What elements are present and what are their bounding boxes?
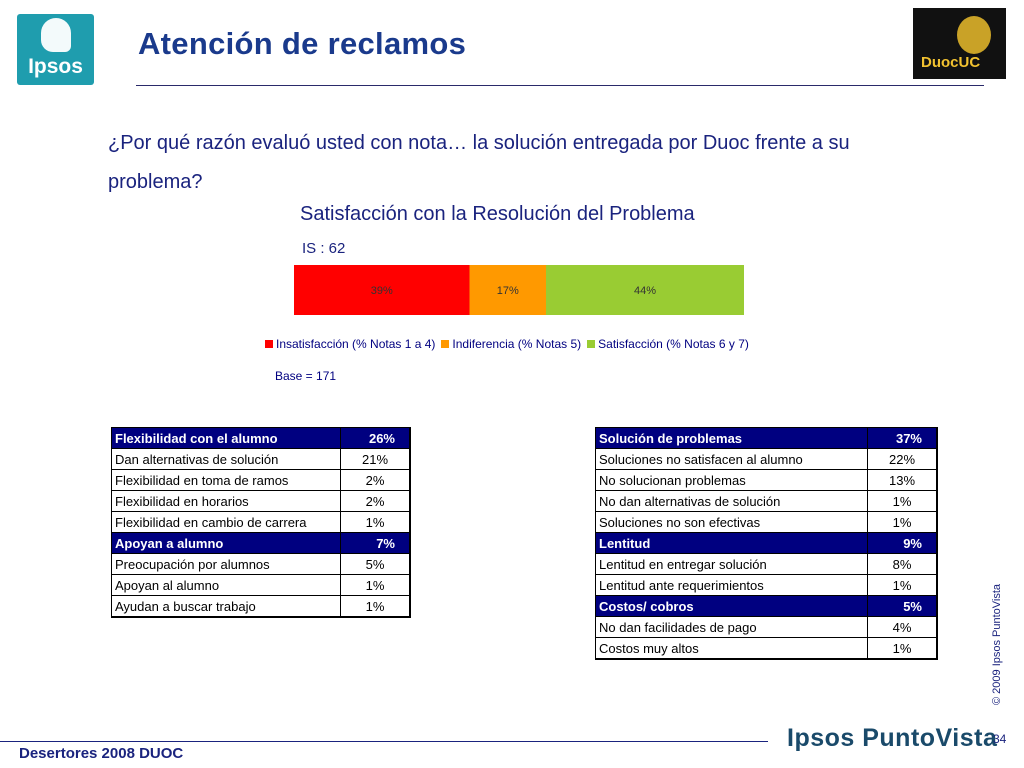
row-value: 1% (867, 511, 938, 533)
row-label: Costos muy altos (595, 637, 868, 660)
row-label: Lentitud ante requerimientos (595, 574, 868, 596)
row-value: 9% (867, 532, 938, 554)
bar-data-label-3: 44% (634, 285, 656, 297)
table-row: Dan alternativas de solución 21% (111, 448, 411, 470)
footer-study-name: Desertores 2008 DUOC (19, 745, 184, 762)
legend-swatch (441, 340, 450, 348)
row-label: Soluciones no satisfacen al alumno (595, 448, 868, 470)
table-row: Soluciones no son efectivas 1% (595, 511, 938, 533)
stacked-bar-chart: 39% 17% 44% (294, 265, 744, 315)
row-label: Apoyan a alumno (111, 532, 341, 554)
legend-item-2: Indiferencia (% Notas 5) (441, 337, 581, 351)
row-label: Ayudan a buscar trabajo (111, 595, 341, 618)
legend-swatch (265, 340, 273, 348)
row-label: Costos/ cobros (595, 595, 868, 617)
row-label: No dan facilidades de pago (595, 616, 868, 638)
legend-item-1: Insatisfacción (% Notas 1 a 4) (265, 337, 435, 351)
reasons-table-left: Flexibilidad con el alumno 26% Dan alterna… (111, 427, 411, 618)
table-row: Flexibilidad en horarios 2% (111, 490, 411, 512)
row-label: No dan alternativas de solución (595, 490, 868, 512)
row-label: Apoyan al alumno (111, 574, 341, 596)
row-value: 22% (867, 448, 938, 470)
page-title: Atención de reclamos (138, 26, 467, 61)
row-label: Flexibilidad en toma de ramos (111, 469, 341, 491)
table-row: No dan facilidades de pago 4% (595, 616, 938, 638)
table-category-row: Costos/ cobros 5% (595, 595, 938, 617)
row-label: Lentitud en entregar solución (595, 553, 868, 575)
row-label: Preocupación por alumnos (111, 553, 341, 575)
legend-item-3: Satisfacción (% Notas 6 y 7) (587, 337, 749, 351)
row-label: Dan alternativas de solución (111, 448, 341, 470)
row-value: 5% (867, 595, 938, 617)
table-row: No solucionan problemas 13% (595, 469, 938, 491)
legend-label: Indiferencia (% Notas 5) (452, 337, 582, 351)
row-value: 1% (867, 490, 938, 512)
table-category-row: Flexibilidad con el alumno 26% (111, 427, 411, 449)
table-category-row: Solución de problemas 37% (595, 427, 938, 449)
table-category-row: Lentitud 9% (595, 532, 938, 554)
row-value: 8% (867, 553, 938, 575)
duoc-logo: DuocUC (913, 8, 1006, 79)
table-row: Flexibilidad en toma de ramos 2% (111, 469, 411, 491)
table-category-row: Apoyan a alumno 7% (111, 532, 411, 554)
base-label: Base = 171 (275, 369, 337, 383)
row-value: 37% (867, 427, 938, 449)
table-row: Soluciones no satisfacen al alumno 22% (595, 448, 938, 470)
table-row: Costos muy altos 1% (595, 637, 938, 660)
row-label: Solución de problemas (595, 427, 868, 449)
copyright-text: © 2009 Ipsos PuntoVista (991, 583, 1003, 705)
row-value: 1% (867, 637, 938, 660)
row-value: 4% (867, 616, 938, 638)
row-value: 26% (340, 427, 411, 449)
duoc-logo-text: DuocUC (921, 54, 981, 71)
table-row: Lentitud ante requerimientos 1% (595, 574, 938, 596)
table-row: No dan alternativas de solución 1% (595, 490, 938, 512)
row-value: 1% (340, 511, 411, 533)
row-label: No solucionan problemas (595, 469, 868, 491)
row-value: 5% (340, 553, 411, 575)
legend-label: Satisfacción (% Notas 6 y 7) (598, 337, 749, 351)
row-value: 1% (340, 574, 411, 596)
bar-segment-2 (469, 265, 546, 315)
page-number: 34 (993, 732, 1007, 746)
row-value: 1% (867, 574, 938, 596)
row-value: 2% (340, 469, 411, 491)
row-label: Soluciones no son efectivas (595, 511, 868, 533)
footer-divider (0, 741, 768, 742)
chart-subtitle: IS : 62 (302, 240, 346, 257)
table-row: Flexibilidad en cambio de carrera 1% (111, 511, 411, 533)
row-value: 13% (867, 469, 938, 491)
title-divider (136, 85, 984, 86)
row-value: 1% (340, 595, 411, 618)
bar-segment-3 (546, 265, 744, 315)
row-label: Flexibilidad en cambio de carrera (111, 511, 341, 533)
bar-data-label-2: 17% (497, 285, 519, 297)
survey-question: ¿Por qué razón evaluó usted con nota… la… (108, 132, 850, 193)
row-value: 21% (340, 448, 411, 470)
row-label: Lentitud (595, 532, 868, 554)
table-row: Apoyan al alumno 1% (111, 574, 411, 596)
ipsos-logo: Ipsos (17, 14, 94, 85)
chart-title: Satisfacción con la Resolución del Probl… (300, 203, 695, 225)
row-value: 2% (340, 490, 411, 512)
duoc-seal-icon (957, 16, 991, 54)
row-label: Flexibilidad con el alumno (111, 427, 341, 449)
legend-label: Insatisfacción (% Notas 1 a 4) (276, 337, 436, 351)
table-row: Preocupación por alumnos 5% (111, 553, 411, 575)
chart-legend: Insatisfacción (% Notas 1 a 4) Indiferenc… (265, 337, 749, 351)
row-label: Flexibilidad en horarios (111, 490, 341, 512)
bar-segment-1 (294, 265, 470, 315)
footer-brand-logo: Ipsos PuntoVista (787, 724, 998, 752)
ipsos-head-icon (41, 18, 71, 52)
ipsos-logo-text: Ipsos (28, 55, 83, 78)
reasons-table-right: Solución de problemas 37% Soluciones no sa… (595, 427, 938, 660)
table-row: Lentitud en entregar solución 8% (595, 553, 938, 575)
legend-swatch (587, 340, 596, 348)
bar-data-label-1: 39% (371, 285, 393, 297)
row-value: 7% (340, 532, 411, 554)
table-row: Ayudan a buscar trabajo 1% (111, 595, 411, 618)
